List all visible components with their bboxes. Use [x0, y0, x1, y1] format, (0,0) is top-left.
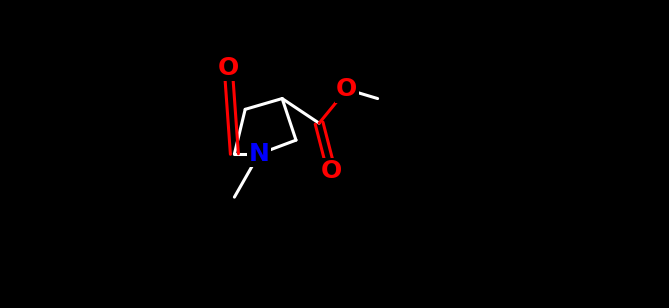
Text: O: O — [321, 159, 342, 183]
Text: O: O — [217, 56, 239, 80]
Text: N: N — [249, 142, 270, 166]
Text: O: O — [337, 77, 357, 101]
